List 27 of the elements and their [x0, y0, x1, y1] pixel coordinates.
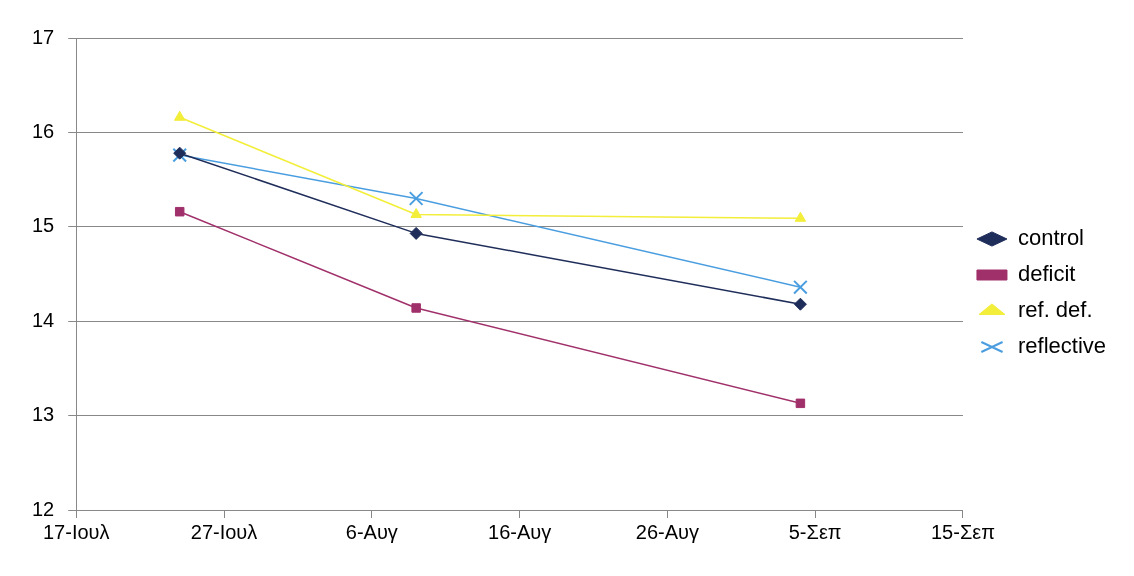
x-tick-label: 6-Αυγ	[345, 520, 398, 543]
point	[794, 211, 807, 222]
point	[793, 279, 808, 295]
point	[409, 226, 423, 240]
point	[411, 303, 421, 313]
legend-label: reflective	[1017, 333, 1107, 359]
y-tick-label: 13	[32, 403, 55, 426]
point	[174, 110, 186, 121]
legend-label: ref. def.	[1017, 297, 1093, 323]
point	[174, 206, 185, 217]
y-tick-label: 12	[32, 497, 55, 520]
x-tick-label: 26-Αυγ	[635, 520, 699, 543]
x-tick-label: 27-Ιουλ	[190, 520, 258, 543]
x-tick-label: 15-Σεπ	[930, 520, 995, 543]
legend-label: control	[1017, 225, 1085, 251]
point	[793, 297, 807, 311]
point	[408, 191, 424, 206]
y-tick-label: 17	[32, 25, 55, 48]
x-tick-label: 17-Ιουλ	[42, 520, 110, 543]
point	[795, 398, 806, 409]
x-tick-label: 5-Σεπ	[788, 520, 842, 543]
y-tick-label: 14	[32, 308, 55, 331]
y-tick-label: 15	[32, 214, 55, 237]
point	[410, 208, 422, 219]
y-tick-label: 16	[32, 119, 55, 142]
x-tick-label: 16-Αυγ	[488, 520, 552, 543]
legend-label: deficit	[1017, 261, 1076, 287]
